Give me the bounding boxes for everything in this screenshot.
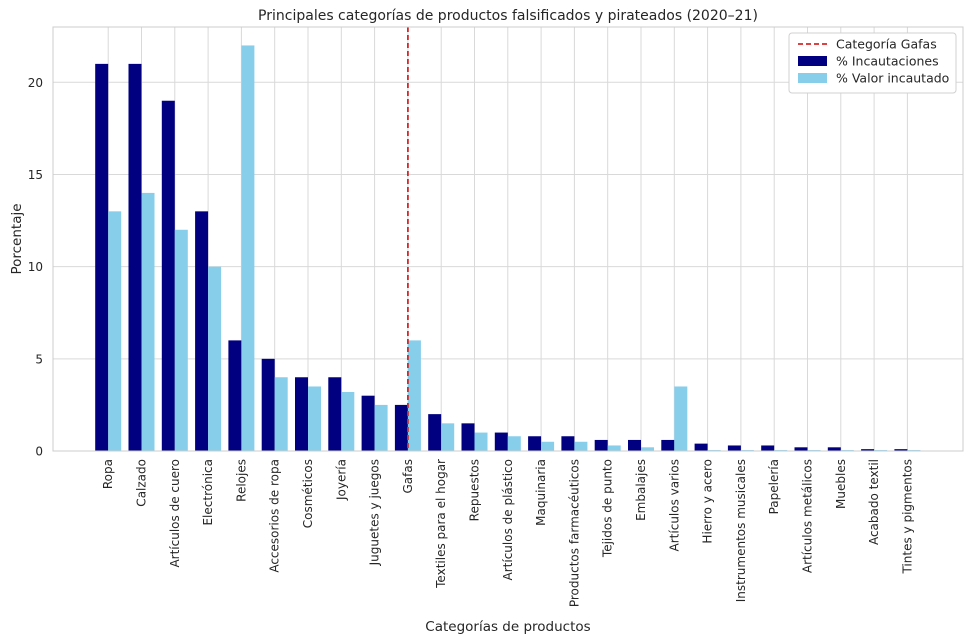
bar-incautaciones xyxy=(161,100,175,451)
bar-incautaciones xyxy=(894,449,908,451)
bar-incautaciones xyxy=(761,445,775,451)
x-tick-label: Instrumentos musicales xyxy=(734,459,748,602)
y-tick-label: 15 xyxy=(28,168,43,182)
plot-frame xyxy=(52,26,964,452)
bar-valor-incautado xyxy=(241,45,255,451)
x-tick-label: Productos farmacéuticos xyxy=(567,459,581,607)
bar-incautaciones xyxy=(261,358,275,451)
bar-incautaciones xyxy=(528,436,542,451)
bar-incautaciones xyxy=(328,377,342,451)
bar-incautaciones xyxy=(594,439,608,451)
bar-valor-incautado xyxy=(174,229,188,451)
x-tick-label: Tejidos de punto xyxy=(601,459,615,558)
x-tick-label: Tintes y pigmentos xyxy=(900,459,914,575)
bar-valor-incautado xyxy=(641,447,654,451)
bar-valor-incautado xyxy=(308,386,321,451)
legend-swatch-incautaciones xyxy=(798,56,827,66)
bar-incautaciones xyxy=(195,211,209,451)
chart-title: Principales categorías de productos fals… xyxy=(258,8,758,24)
bar-incautaciones xyxy=(661,439,675,451)
bar-valor-incautado xyxy=(274,377,288,451)
bar-incautaciones xyxy=(95,63,109,451)
x-tick-label: Calzado xyxy=(135,459,149,507)
bar-valor-incautado xyxy=(341,392,355,451)
legend-label-incautaciones: % Incautaciones xyxy=(836,54,939,69)
bars xyxy=(95,45,921,452)
bar-valor-incautado xyxy=(474,432,488,451)
bar-valor-incautado xyxy=(674,386,688,451)
y-tick-label: 10 xyxy=(28,260,43,274)
x-tick-label: Maquinaria xyxy=(534,459,548,526)
bar-incautaciones xyxy=(428,414,442,451)
bar-incautaciones xyxy=(861,449,875,451)
y-tick-label: 0 xyxy=(35,445,43,459)
bar-valor-incautado xyxy=(407,340,421,451)
bar-incautaciones xyxy=(494,432,508,451)
x-tick-label: Electrónica xyxy=(201,459,215,526)
bar-incautaciones xyxy=(128,63,142,451)
bar-valor-incautado xyxy=(108,211,122,451)
bar-valor-incautado xyxy=(208,266,222,451)
x-tick-label: Papelería xyxy=(767,459,781,514)
x-tick-label: Repuestos xyxy=(468,459,482,521)
bar-incautaciones xyxy=(361,395,375,451)
bar-valor-incautado xyxy=(574,441,588,451)
x-tick-label: Artículos de plástico xyxy=(501,459,515,580)
x-tick-label: Juguetes y juegos xyxy=(368,459,382,566)
x-axis-label: Categorías de productos xyxy=(425,619,590,635)
bar-incautaciones xyxy=(295,377,308,451)
y-tick-label: 20 xyxy=(28,76,43,90)
x-tick-label: Embalajes xyxy=(634,459,648,521)
x-tick-labels: Ropa Calzado Artículos de cuero Electrónica… xyxy=(101,459,914,607)
x-tick-label: Artículos de cuero xyxy=(168,459,182,568)
x-tick-label: Artículos metálicos xyxy=(801,459,815,573)
bar-incautaciones xyxy=(228,340,242,451)
x-tick-label: Gafas xyxy=(401,459,415,493)
y-tick-labels: 0 5 10 15 20 xyxy=(28,76,43,459)
x-tick-label: Relojes xyxy=(234,459,248,502)
bar-valor-incautado xyxy=(374,404,388,451)
x-tick-label: Ropa xyxy=(101,459,115,489)
bar-incautaciones xyxy=(727,445,741,451)
legend-label-reference: Categoría Gafas xyxy=(836,37,937,52)
x-tick-label: Hierro y acero xyxy=(701,459,715,544)
bar-incautaciones xyxy=(628,439,641,451)
bar-valor-incautado xyxy=(441,423,455,451)
legend-box xyxy=(788,32,957,94)
bar-valor-incautado xyxy=(141,192,155,452)
x-tick-label: Muebles xyxy=(834,459,848,509)
bar-incautaciones xyxy=(794,447,808,451)
bar-valor-incautado xyxy=(507,436,521,451)
x-tick-label: Textiles para el hogar xyxy=(434,459,448,589)
bar-incautaciones xyxy=(461,423,475,451)
x-tick-label: Artículos varios xyxy=(667,459,681,551)
bar-incautaciones xyxy=(694,443,708,451)
legend-label-valor: % Valor incautado xyxy=(836,71,949,86)
bar-incautaciones xyxy=(561,436,575,451)
x-tick-label: Joyería xyxy=(334,459,348,501)
x-tick-label: Accesorios de ropa xyxy=(268,459,282,573)
x-tick-label: Cosméticos xyxy=(301,459,315,528)
bar-valor-incautado xyxy=(541,441,555,451)
legend-swatch-valor xyxy=(798,73,827,83)
bar-incautaciones xyxy=(827,447,841,451)
bar-incautaciones xyxy=(394,404,408,451)
legend: Categoría Gafas % Incautaciones % Valor … xyxy=(788,32,957,94)
bar-valor-incautado xyxy=(607,445,621,451)
y-tick-label: 5 xyxy=(35,352,43,366)
y-axis-label: Porcentaje xyxy=(9,203,25,274)
x-tick-label: Acabado textil xyxy=(867,459,881,545)
